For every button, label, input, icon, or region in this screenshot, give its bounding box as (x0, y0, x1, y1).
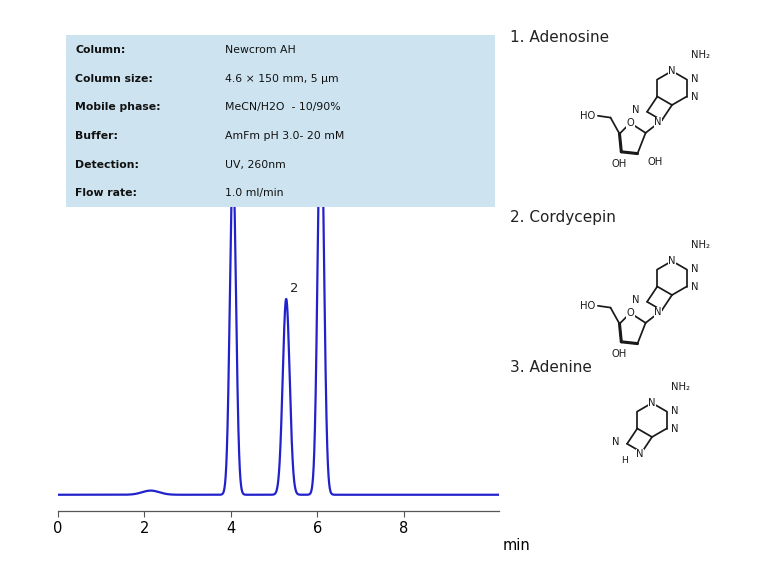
Text: AmFm pH 3.0- 20 mM: AmFm pH 3.0- 20 mM (225, 131, 345, 141)
Text: 3: 3 (324, 78, 333, 90)
Text: N: N (671, 424, 678, 433)
FancyBboxPatch shape (66, 35, 495, 207)
Text: N: N (691, 282, 698, 292)
Text: 2: 2 (290, 282, 298, 294)
Text: Detection:: Detection: (75, 160, 139, 170)
Text: NH₂: NH₂ (670, 382, 690, 392)
Text: N: N (668, 256, 676, 266)
Text: N: N (691, 75, 698, 84)
Text: Column:: Column: (75, 45, 126, 55)
Text: N: N (654, 307, 661, 318)
X-axis label: min: min (503, 538, 531, 553)
Text: Column size:: Column size: (75, 74, 153, 84)
Text: 3. Adenine: 3. Adenine (510, 360, 592, 375)
Text: N: N (631, 295, 639, 305)
Text: N: N (636, 449, 644, 459)
Text: OH: OH (611, 159, 627, 169)
Text: 4.6 × 150 mm, 5 μm: 4.6 × 150 mm, 5 μm (225, 74, 339, 84)
Text: Mobile phase:: Mobile phase: (75, 102, 161, 112)
Text: OH: OH (611, 349, 627, 359)
Text: NH₂: NH₂ (690, 49, 710, 60)
Text: 1.0 ml/min: 1.0 ml/min (225, 188, 284, 198)
Text: 2. Cordycepin: 2. Cordycepin (510, 210, 616, 225)
Text: UV, 260nm: UV, 260nm (225, 160, 286, 170)
Text: 1: 1 (237, 144, 245, 157)
Text: Buffer:: Buffer: (75, 131, 118, 141)
Text: Flow rate:: Flow rate: (75, 188, 137, 198)
Text: N: N (691, 92, 698, 102)
Text: 1. Adenosine: 1. Adenosine (510, 30, 609, 45)
Text: N: N (668, 66, 676, 76)
Text: N: N (631, 105, 639, 115)
Text: OH: OH (647, 157, 663, 166)
Text: N: N (691, 265, 698, 274)
Text: HO: HO (580, 111, 595, 121)
Text: O: O (627, 118, 634, 128)
Text: N: N (648, 398, 656, 408)
Text: N: N (671, 406, 678, 416)
Text: H: H (621, 456, 627, 465)
Text: NH₂: NH₂ (690, 239, 710, 250)
Text: Newcrom AH: Newcrom AH (225, 45, 296, 55)
Text: O: O (627, 308, 634, 318)
Text: HO: HO (580, 301, 595, 311)
Text: N: N (654, 117, 661, 128)
Text: MeCN/H2O  - 10/90%: MeCN/H2O - 10/90% (225, 102, 341, 112)
Text: N: N (611, 437, 619, 447)
